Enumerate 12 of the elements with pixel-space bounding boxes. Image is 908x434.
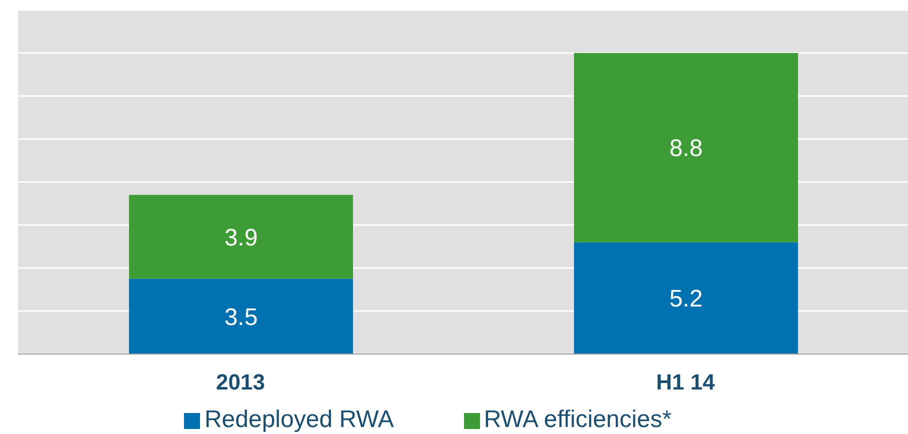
x-tick-label: H1 14 [656, 370, 716, 395]
bar [574, 53, 798, 242]
x-tick-label: 2013 [216, 370, 265, 395]
bar [574, 242, 798, 354]
bar [129, 194, 353, 279]
legend-label: Redeployed RWA [204, 406, 394, 433]
data-label: 8.8 [669, 135, 703, 162]
data-label: 3.9 [224, 224, 258, 252]
bar [129, 278, 353, 354]
data-label: 5.2 [669, 286, 703, 313]
legend-label: RWA efficiencies* [484, 406, 672, 433]
data-label: 3.5 [224, 304, 258, 331]
